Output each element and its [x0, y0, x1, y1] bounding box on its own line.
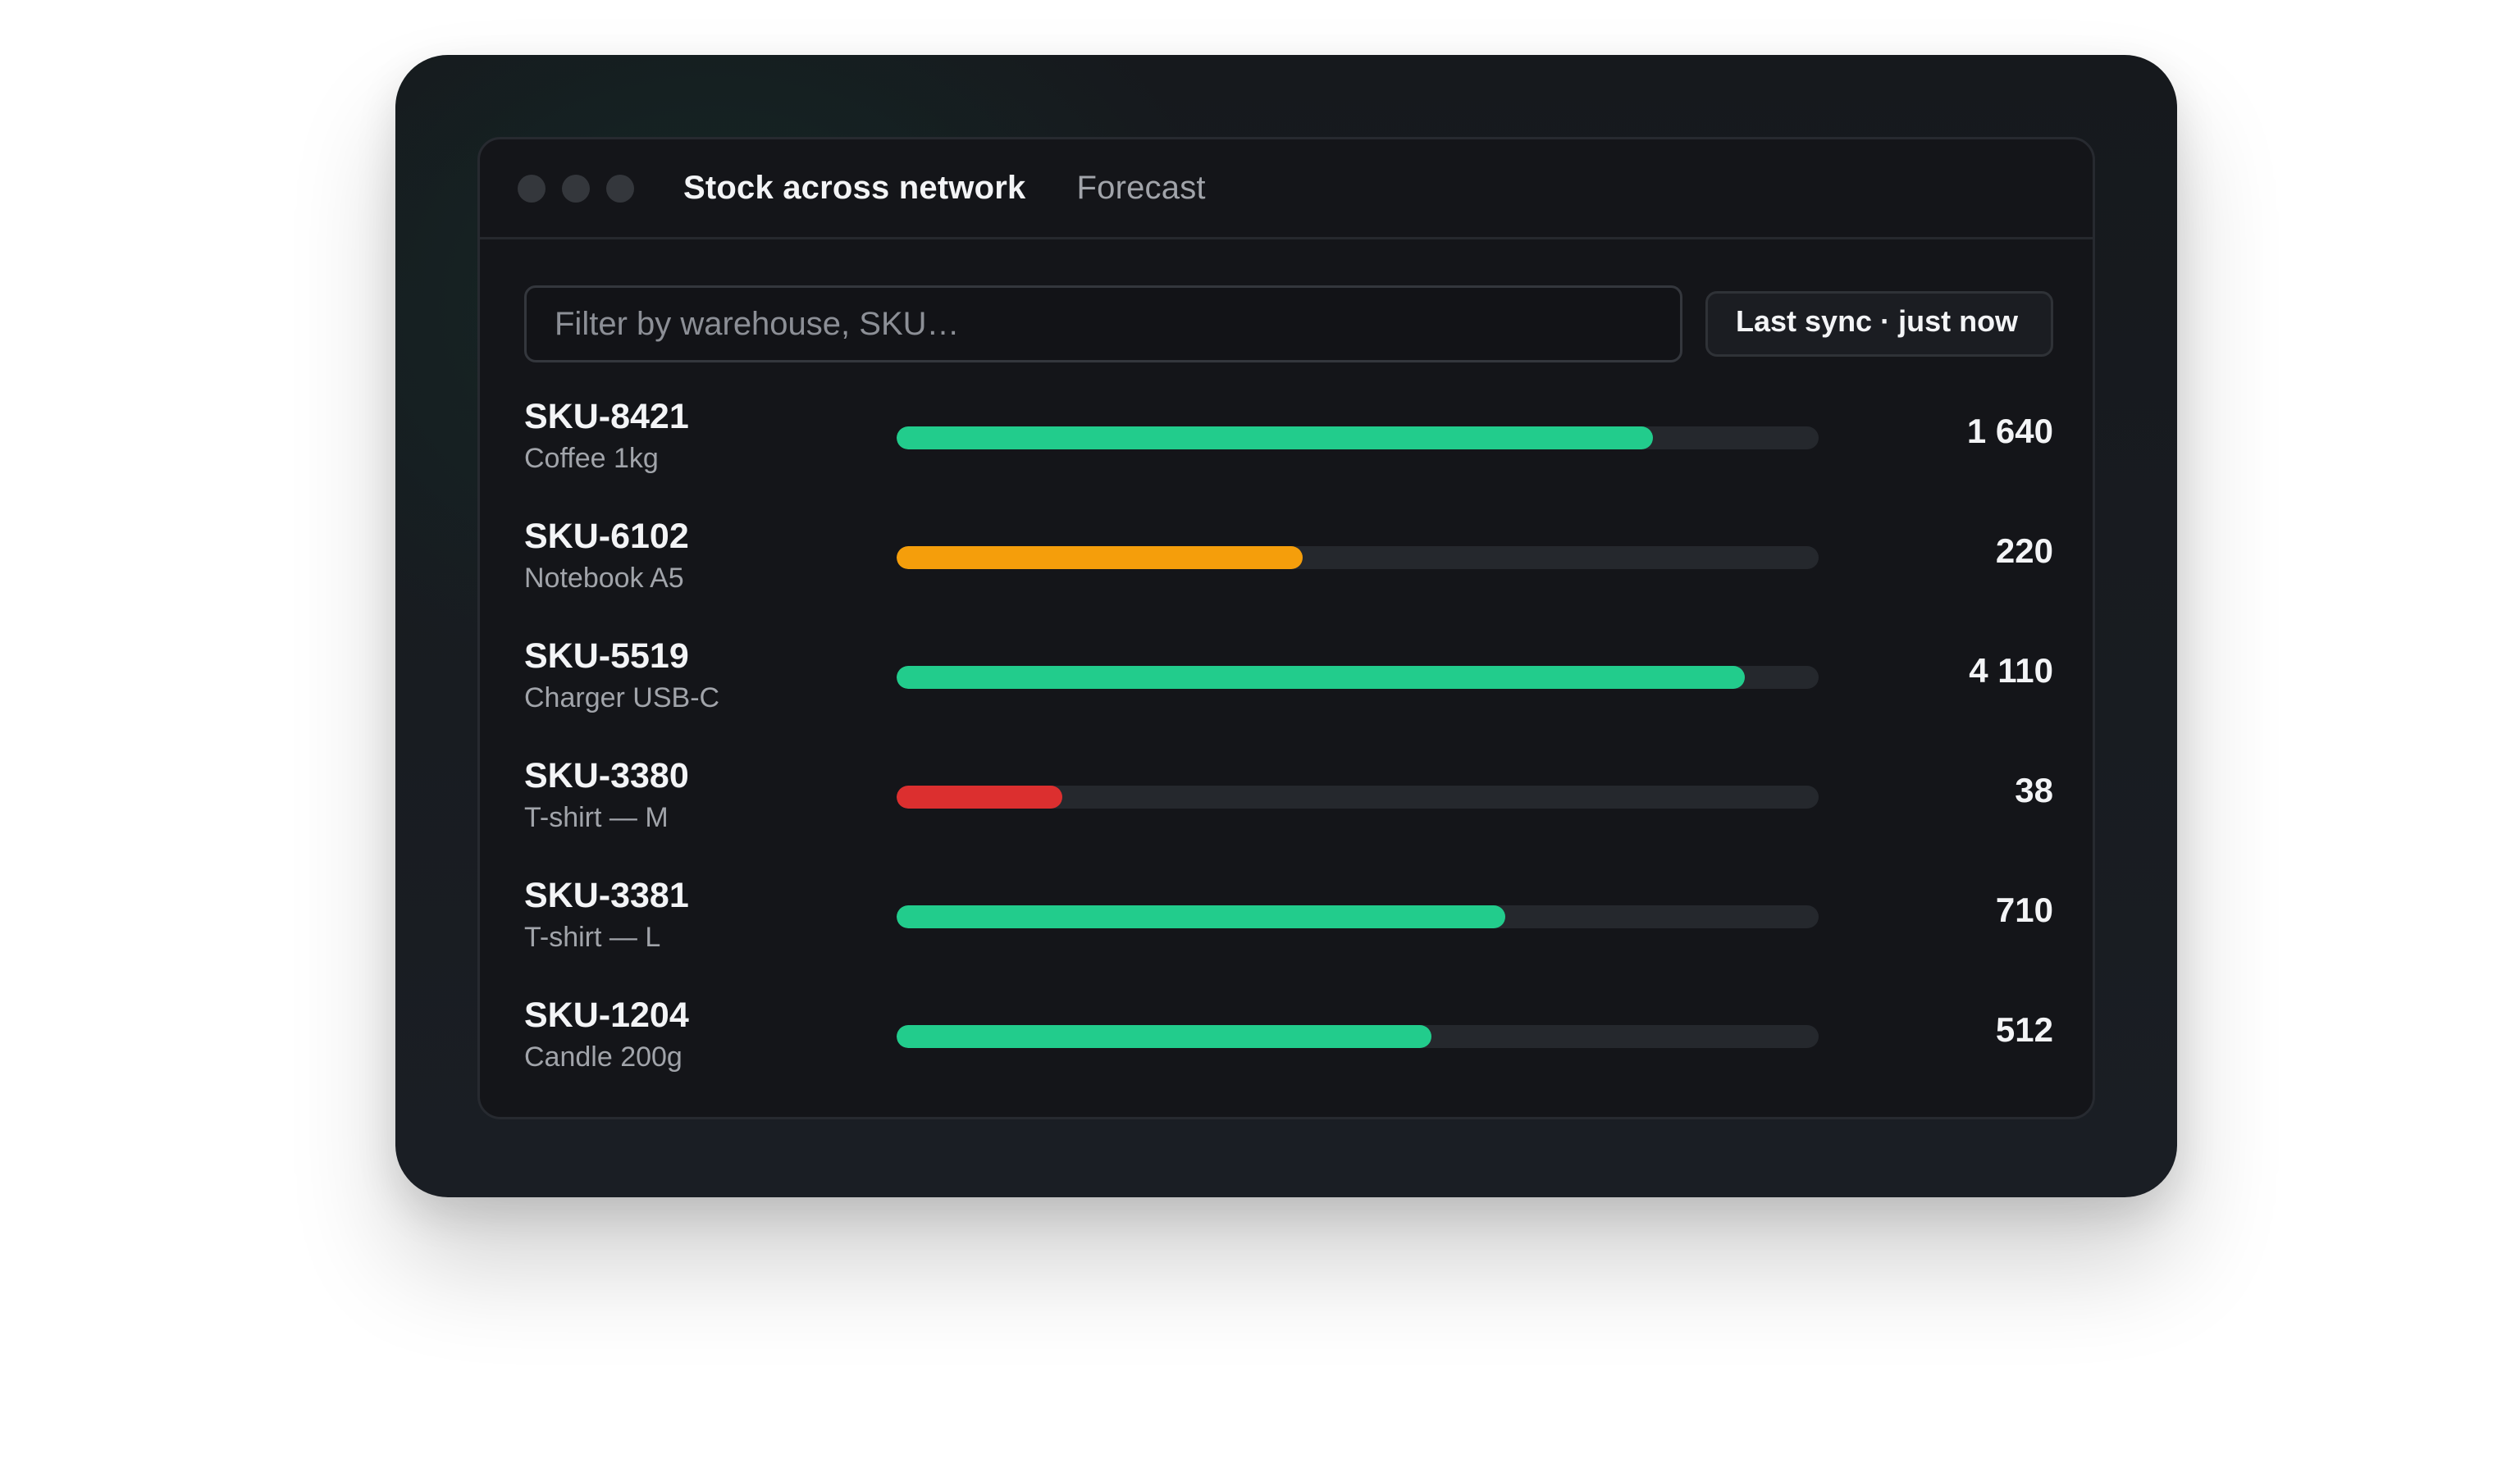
stock-quantity: 512: [1995, 1010, 2053, 1049]
zoom-window-dot[interactable]: [606, 174, 634, 203]
stock-level-bar: [897, 905, 1505, 928]
list-item[interactable]: SKU-6102 Notebook A5 220: [524, 505, 2053, 625]
product-name: Charger USB-C: [524, 682, 720, 713]
product-name: T-shirt — L: [524, 922, 661, 953]
stock-level-bar: [897, 1025, 1431, 1048]
last-sync-badge: Last sync · just now: [1705, 291, 2053, 357]
sku-code: SKU-8421: [524, 397, 689, 436]
list-item[interactable]: SKU-5519 Charger USB-C 4 110: [524, 625, 2053, 745]
stock-level-bar: [897, 426, 1653, 449]
list-item[interactable]: SKU-8421 Coffee 1kg 1 640: [524, 385, 2053, 505]
list-item[interactable]: SKU-1204 Candle 200g 512: [524, 984, 2053, 1104]
stock-quantity: 4 110: [1969, 651, 2053, 690]
stock-window: Stock across network Forecast Last sync …: [477, 137, 2095, 1119]
product-name: Coffee 1kg: [524, 443, 659, 474]
stock-quantity: 710: [1995, 891, 2053, 929]
stock-level-track: [897, 666, 1819, 689]
sku-code: SKU-5519: [524, 636, 689, 676]
stock-level-track: [897, 786, 1819, 809]
stock-level-track: [897, 1025, 1819, 1048]
product-name: T-shirt — M: [524, 802, 669, 833]
sku-code: SKU-1204: [524, 996, 689, 1035]
filter-input[interactable]: [555, 305, 1680, 343]
list-item[interactable]: SKU-3381 T-shirt — L 710: [524, 864, 2053, 984]
tab-forecast[interactable]: Forecast: [1076, 170, 1206, 206]
sku-code: SKU-6102: [524, 517, 689, 556]
sku-code: SKU-3381: [524, 876, 689, 915]
stock-level-track: [897, 905, 1819, 928]
product-name: Candle 200g: [524, 1041, 682, 1073]
product-name: Notebook A5: [524, 563, 684, 594]
filter-field[interactable]: [524, 285, 1682, 362]
stock-level-bar: [897, 546, 1303, 569]
minimize-window-dot[interactable]: [562, 174, 590, 203]
stock-list: SKU-8421 Coffee 1kg 1 640 SKU-6102 Noteb…: [524, 385, 2053, 1104]
stock-level-track: [897, 426, 1819, 449]
stock-level-bar: [897, 666, 1746, 689]
list-item[interactable]: SKU-3380 T-shirt — M 38: [524, 745, 2053, 864]
stock-level-bar: [897, 786, 1063, 809]
stock-quantity: 38: [2015, 771, 2053, 809]
close-window-dot[interactable]: [518, 174, 546, 203]
stock-quantity: 1 640: [1966, 412, 2053, 450]
window-controls: [518, 174, 634, 203]
sku-code: SKU-3380: [524, 756, 689, 795]
titlebar: Stock across network Forecast: [480, 139, 2093, 239]
stock-quantity: 220: [1995, 531, 2053, 570]
tab-stock-across-network[interactable]: Stock across network: [683, 170, 1026, 206]
stock-level-track: [897, 546, 1819, 569]
